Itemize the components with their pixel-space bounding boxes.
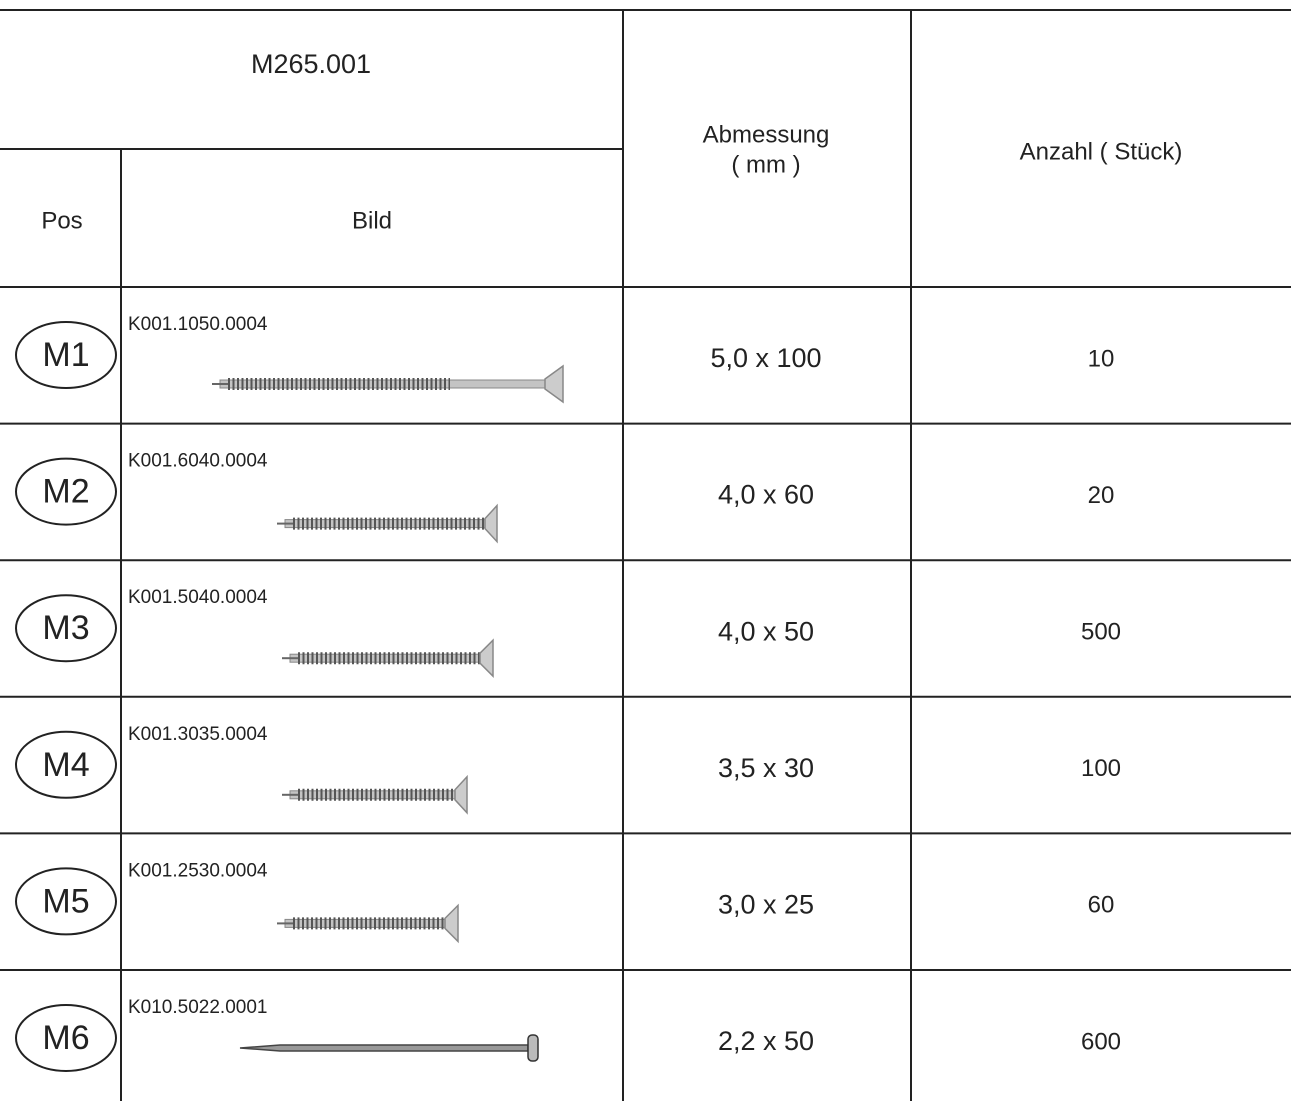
quantity: 20 (1088, 482, 1115, 509)
dimension: 4,0 x 50 (718, 616, 814, 646)
screw-head (484, 503, 498, 544)
pos-label: M3 (42, 609, 89, 647)
part-code: K001.1050.0004 (128, 314, 268, 335)
pos-label: M4 (42, 746, 89, 784)
quantity: 60 (1088, 892, 1115, 919)
pos-label: M6 (42, 1019, 89, 1057)
column-header: Abmessung (703, 121, 830, 148)
dimension: 3,5 x 30 (718, 753, 814, 783)
nail-head (527, 1034, 539, 1062)
pos-label: M5 (42, 882, 89, 920)
dimension: 5,0 x 100 (710, 343, 821, 373)
quantity: 600 (1081, 1028, 1121, 1055)
pos-circle (15, 867, 117, 936)
column-header: Pos (41, 207, 82, 234)
pos-circle (15, 730, 117, 799)
quantity: 100 (1081, 755, 1121, 782)
part-code: K001.6040.0004 (128, 451, 268, 472)
pos-label: M1 (42, 336, 89, 374)
dimension: 2,2 x 50 (718, 1026, 814, 1056)
pos-circle (15, 1004, 117, 1072)
dimension: 4,0 x 60 (718, 480, 814, 510)
part-code: K010.5022.0001 (128, 997, 267, 1018)
nail-shaft (239, 1044, 529, 1052)
column-unit: ( mm ) (731, 151, 800, 178)
pos-circle (15, 457, 117, 526)
screw-head (444, 903, 459, 944)
table-rules (0, 9, 1291, 1101)
dimension: 3,0 x 25 (718, 890, 814, 920)
pos-circle (15, 321, 117, 389)
part-code: K001.2530.0004 (128, 860, 268, 881)
pos-circle (15, 594, 117, 663)
screw-head (454, 774, 468, 815)
pos-label: M2 (42, 473, 89, 511)
screw-head (544, 364, 564, 404)
column-header: Bild (352, 207, 392, 234)
part-code: K001.3035.0004 (128, 724, 268, 745)
part-code: K001.5040.0004 (128, 587, 268, 608)
column-header: Anzahl ( Stück) (1020, 138, 1183, 165)
screw-head (479, 638, 494, 679)
quantity: 500 (1081, 619, 1121, 646)
quantity: 10 (1088, 345, 1115, 372)
table-title: M265.001 (251, 49, 371, 79)
